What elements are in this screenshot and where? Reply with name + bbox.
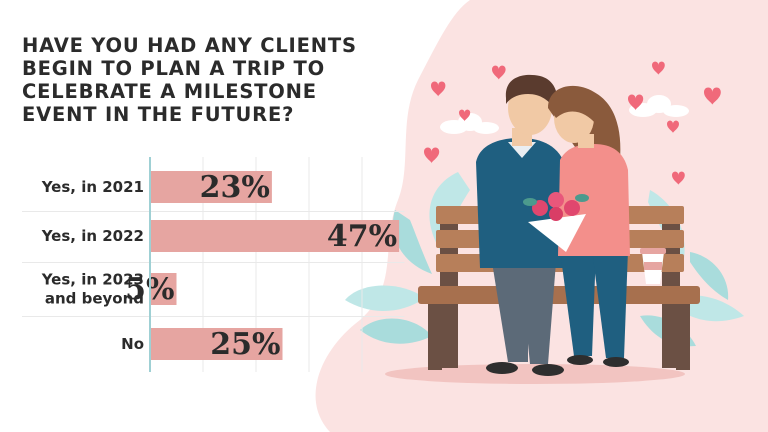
bar	[150, 273, 177, 305]
bar	[150, 220, 400, 252]
coffee-cup-icon	[640, 248, 666, 284]
chart-title: HAVE YOU HAD ANY CLIENTS BEGIN TO PLAN A …	[22, 34, 402, 126]
bar	[150, 171, 272, 203]
chart-title-line: EVENT IN THE FUTURE?	[22, 103, 295, 126]
category-label: and beyond	[45, 290, 144, 308]
heart-icon	[424, 61, 721, 185]
bouquet-icon	[523, 192, 589, 252]
category-label: No	[121, 335, 144, 353]
category-label: Yes, in 2023	[41, 271, 144, 289]
value-label: 23%	[200, 170, 270, 205]
ground-shadow	[385, 364, 685, 384]
value-label: 47%	[327, 219, 397, 254]
chart-title-line: CELEBRATE A MILESTONE	[22, 80, 317, 103]
category-label: Yes, in 2021	[41, 178, 144, 196]
bar	[150, 328, 283, 360]
chart-title-line: HAVE YOU HAD ANY CLIENTS	[22, 34, 357, 57]
chart-title-line: BEGIN TO PLAN A TRIP TO	[22, 57, 325, 80]
value-label: 25%	[210, 327, 280, 362]
category-label: Yes, in 2022	[41, 227, 144, 245]
